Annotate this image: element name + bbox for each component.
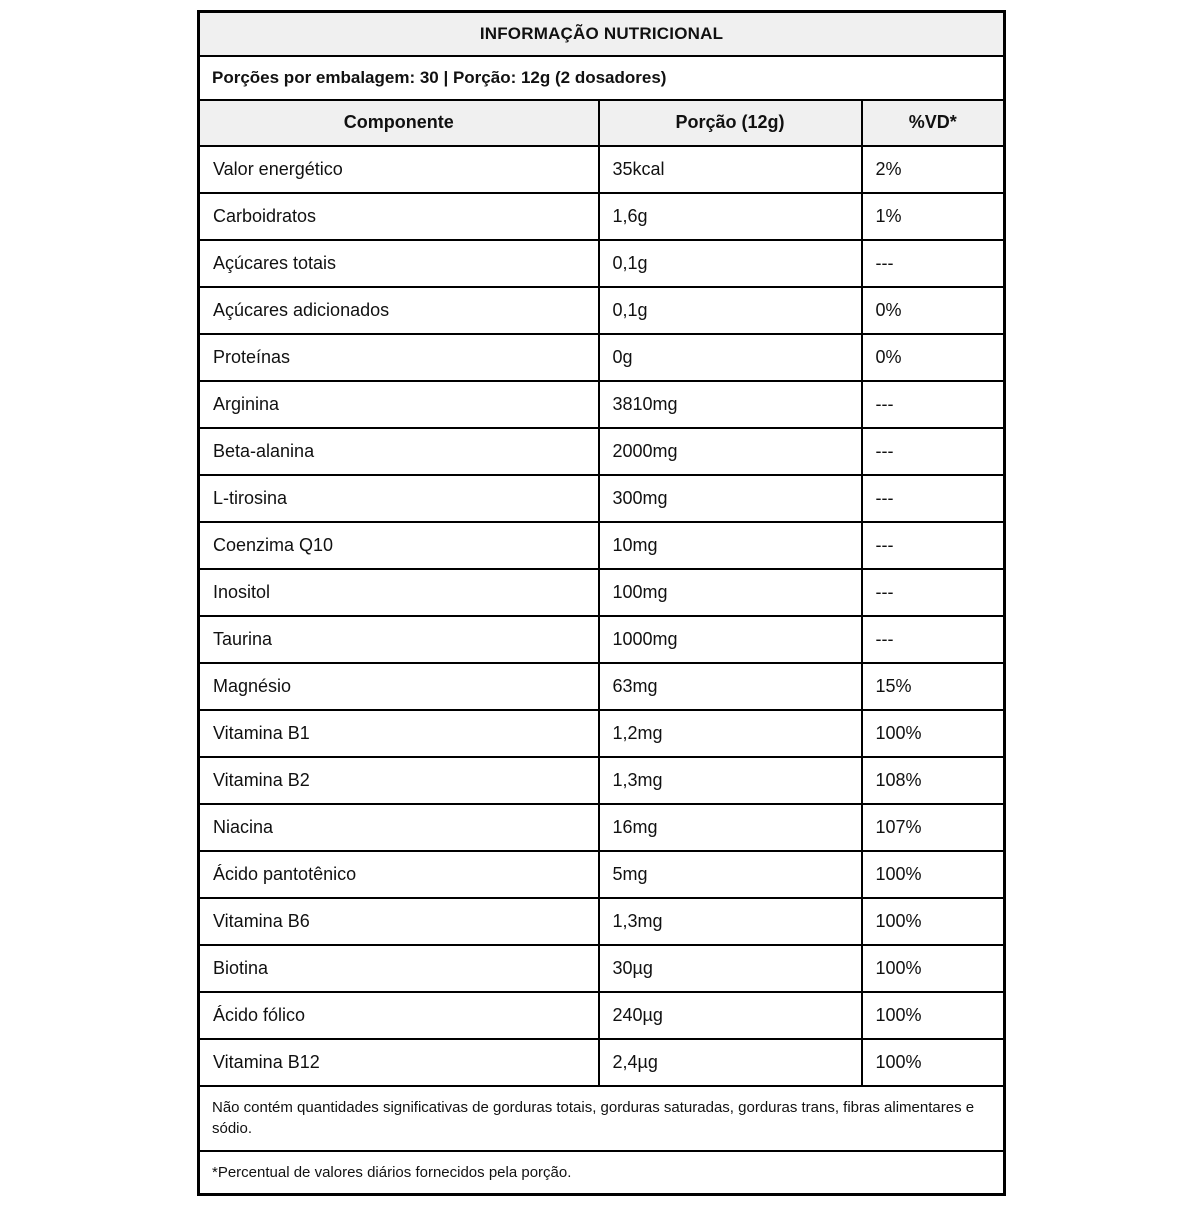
daily-value-cell: --- bbox=[860, 238, 1006, 288]
portion-cell: 5mg bbox=[597, 849, 863, 899]
component-cell: Inositol bbox=[197, 567, 600, 617]
table-row: Vitamina B2 1,3mg 108% bbox=[197, 755, 1006, 805]
table-row: Ácido fólico 240µg 100% bbox=[197, 990, 1006, 1040]
daily-value-cell: 100% bbox=[860, 896, 1006, 946]
component-cell: Vitamina B1 bbox=[197, 708, 600, 758]
table-row: Carboidratos 1,6g 1% bbox=[197, 191, 1006, 241]
component-cell: Taurina bbox=[197, 614, 600, 664]
portion-cell: 35kcal bbox=[597, 144, 863, 194]
portion-cell: 10mg bbox=[597, 520, 863, 570]
portion-cell: 30µg bbox=[597, 943, 863, 993]
daily-value-cell: 0% bbox=[860, 285, 1006, 335]
component-cell: Vitamina B2 bbox=[197, 755, 600, 805]
serving-info: Porções por embalagem: 30 | Porção: 12g … bbox=[197, 54, 1006, 101]
daily-value-cell: 15% bbox=[860, 661, 1006, 711]
nutrient-rows: Valor energético 35kcal 2% Carboidratos 1,6g… bbox=[197, 144, 1006, 1087]
portion-cell: 3810mg bbox=[597, 379, 863, 429]
daily-value-cell: 0% bbox=[860, 332, 1006, 382]
column-header-daily-value: %VD* bbox=[860, 98, 1006, 147]
component-cell: Niacina bbox=[197, 802, 600, 852]
nutrition-table-container: INFORMAÇÃO NUTRICIONAL Porções por embal… bbox=[197, 10, 1006, 1196]
daily-value-footnote: *Percentual de valores diários fornecido… bbox=[197, 1150, 1006, 1195]
daily-value-cell: --- bbox=[860, 567, 1006, 617]
column-header-portion: Porção (12g) bbox=[597, 98, 863, 147]
daily-value-cell: 100% bbox=[860, 943, 1006, 993]
component-cell: Arginina bbox=[197, 379, 600, 429]
daily-value-cell: 100% bbox=[860, 1037, 1006, 1087]
component-cell: Ácido fólico bbox=[197, 990, 600, 1040]
table-row: Coenzima Q10 10mg --- bbox=[197, 520, 1006, 570]
portion-cell: 2000mg bbox=[597, 426, 863, 476]
portion-cell: 2,4µg bbox=[597, 1037, 863, 1087]
portion-cell: 63mg bbox=[597, 661, 863, 711]
table-row: Biotina 30µg 100% bbox=[197, 943, 1006, 993]
table-row: L-tirosina 300mg --- bbox=[197, 473, 1006, 523]
component-cell: L-tirosina bbox=[197, 473, 600, 523]
portion-cell: 100mg bbox=[597, 567, 863, 617]
table-row: Vitamina B1 1,2mg 100% bbox=[197, 708, 1006, 758]
portion-cell: 1,6g bbox=[597, 191, 863, 241]
table-row: Açúcares totais 0,1g --- bbox=[197, 238, 1006, 288]
table-row: Vitamina B6 1,3mg 100% bbox=[197, 896, 1006, 946]
component-cell: Beta-alanina bbox=[197, 426, 600, 476]
portion-cell: 1,3mg bbox=[597, 896, 863, 946]
table-row: Arginina 3810mg --- bbox=[197, 379, 1006, 429]
daily-value-cell: --- bbox=[860, 473, 1006, 523]
component-cell: Vitamina B6 bbox=[197, 896, 600, 946]
table-row: Inositol 100mg --- bbox=[197, 567, 1006, 617]
daily-value-cell: 107% bbox=[860, 802, 1006, 852]
component-cell: Carboidratos bbox=[197, 191, 600, 241]
component-cell: Vitamina B12 bbox=[197, 1037, 600, 1087]
daily-value-cell: --- bbox=[860, 520, 1006, 570]
table-row: Taurina 1000mg --- bbox=[197, 614, 1006, 664]
component-cell: Açúcares adicionados bbox=[197, 285, 600, 335]
portion-cell: 1,2mg bbox=[597, 708, 863, 758]
component-cell: Ácido pantotênico bbox=[197, 849, 600, 899]
table-row: Magnésio 63mg 15% bbox=[197, 661, 1006, 711]
table-row: Ácido pantotênico 5mg 100% bbox=[197, 849, 1006, 899]
portion-cell: 0g bbox=[597, 332, 863, 382]
component-cell: Biotina bbox=[197, 943, 600, 993]
daily-value-cell: 100% bbox=[860, 990, 1006, 1040]
component-cell: Valor energético bbox=[197, 144, 600, 194]
daily-value-cell: --- bbox=[860, 614, 1006, 664]
table-title-row: INFORMAÇÃO NUTRICIONAL bbox=[197, 10, 1006, 57]
table-row: Vitamina B12 2,4µg 100% bbox=[197, 1037, 1006, 1087]
daily-value-cell: 1% bbox=[860, 191, 1006, 241]
table-title: INFORMAÇÃO NUTRICIONAL bbox=[197, 10, 1006, 57]
component-cell: Coenzima Q10 bbox=[197, 520, 600, 570]
portion-cell: 240µg bbox=[597, 990, 863, 1040]
portion-cell: 16mg bbox=[597, 802, 863, 852]
daily-value-cell: 108% bbox=[860, 755, 1006, 805]
table-row: Beta-alanina 2000mg --- bbox=[197, 426, 1006, 476]
column-header-row: Componente Porção (12g) %VD* bbox=[197, 98, 1006, 147]
portion-cell: 0,1g bbox=[597, 285, 863, 335]
daily-value-cell: 2% bbox=[860, 144, 1006, 194]
portion-cell: 1,3mg bbox=[597, 755, 863, 805]
column-header-component: Componente bbox=[197, 98, 600, 147]
portion-cell: 1000mg bbox=[597, 614, 863, 664]
nutrition-facts-table: INFORMAÇÃO NUTRICIONAL Porções por embal… bbox=[197, 10, 1006, 1196]
component-cell: Magnésio bbox=[197, 661, 600, 711]
daily-value-footnote-row: *Percentual de valores diários fornecido… bbox=[197, 1150, 1006, 1195]
component-cell: Açúcares totais bbox=[197, 238, 600, 288]
daily-value-cell: --- bbox=[860, 426, 1006, 476]
component-cell: Proteínas bbox=[197, 332, 600, 382]
insignificant-amounts-row: Não contém quantidades significativas de… bbox=[197, 1084, 1006, 1152]
table-row: Proteínas 0g 0% bbox=[197, 332, 1006, 382]
table-row: Valor energético 35kcal 2% bbox=[197, 144, 1006, 194]
portion-cell: 0,1g bbox=[597, 238, 863, 288]
insignificant-amounts-note: Não contém quantidades significativas de… bbox=[197, 1084, 1006, 1152]
daily-value-cell: 100% bbox=[860, 849, 1006, 899]
serving-info-row: Porções por embalagem: 30 | Porção: 12g … bbox=[197, 54, 1006, 101]
table-row: Niacina 16mg 107% bbox=[197, 802, 1006, 852]
daily-value-cell: 100% bbox=[860, 708, 1006, 758]
daily-value-cell: --- bbox=[860, 379, 1006, 429]
table-row: Açúcares adicionados 0,1g 0% bbox=[197, 285, 1006, 335]
portion-cell: 300mg bbox=[597, 473, 863, 523]
